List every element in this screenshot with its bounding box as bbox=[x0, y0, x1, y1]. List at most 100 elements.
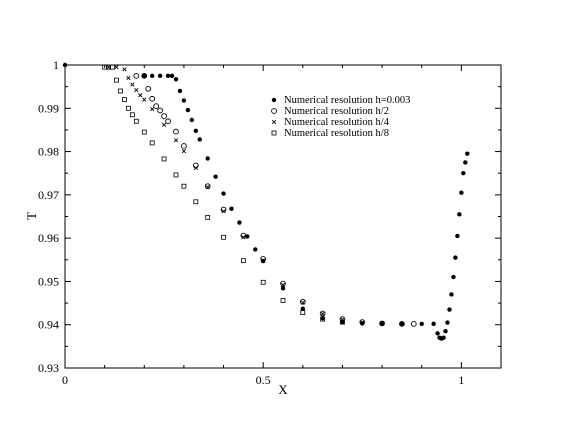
data-point bbox=[443, 329, 448, 334]
legend-marker bbox=[271, 119, 277, 125]
data-point bbox=[280, 298, 286, 303]
data-point bbox=[229, 206, 234, 211]
data-point bbox=[261, 258, 266, 263]
data-point bbox=[145, 85, 152, 92]
data-point bbox=[114, 65, 119, 70]
data-point bbox=[320, 316, 325, 321]
data-point bbox=[445, 320, 450, 325]
data-point bbox=[260, 256, 267, 262]
data-point bbox=[241, 235, 246, 240]
data-point bbox=[459, 190, 464, 195]
x-axis-ticks: 0 0.5 1 bbox=[62, 65, 502, 387]
data-point bbox=[260, 279, 266, 285]
data-point bbox=[205, 184, 210, 190]
series-layer bbox=[62, 62, 470, 341]
data-point bbox=[181, 143, 187, 149]
data-point bbox=[204, 183, 211, 190]
data-point bbox=[205, 156, 210, 161]
data-point bbox=[253, 247, 258, 252]
data-point bbox=[133, 72, 140, 79]
x-tick-label: 1 bbox=[458, 373, 464, 387]
data-point bbox=[157, 107, 163, 114]
data-point bbox=[149, 140, 155, 146]
data-point bbox=[150, 107, 155, 112]
data-point bbox=[129, 112, 135, 118]
x-tick-label: 0 bbox=[62, 373, 68, 387]
data-point bbox=[149, 95, 156, 102]
data-point bbox=[300, 310, 306, 315]
data-point bbox=[126, 75, 131, 81]
data-point bbox=[177, 88, 183, 94]
data-point bbox=[319, 310, 326, 317]
y-tick-label: 0.99 bbox=[38, 101, 59, 115]
data-point bbox=[410, 320, 417, 327]
data-point bbox=[161, 122, 167, 127]
data-point bbox=[189, 117, 195, 123]
data-point bbox=[463, 160, 468, 165]
data-point bbox=[455, 233, 460, 239]
data-point bbox=[299, 298, 306, 305]
data-point bbox=[419, 321, 424, 327]
data-point bbox=[221, 209, 226, 214]
data-point bbox=[134, 87, 139, 93]
data-point bbox=[399, 321, 405, 327]
data-point bbox=[453, 255, 458, 260]
data-point bbox=[240, 258, 246, 264]
series-2 bbox=[133, 72, 417, 327]
data-point bbox=[142, 97, 147, 102]
y-axis-ticks: 0.93 0.94 0.95 0.96 0.97 0.98 0.99 1 bbox=[38, 58, 501, 375]
data-point bbox=[221, 191, 226, 196]
legend-marker bbox=[271, 108, 277, 114]
data-point bbox=[122, 67, 127, 72]
data-point bbox=[169, 73, 175, 79]
data-point bbox=[379, 321, 385, 326]
data-point bbox=[126, 105, 131, 111]
data-point bbox=[340, 317, 345, 322]
data-point bbox=[431, 321, 436, 327]
data-point bbox=[173, 138, 179, 143]
x-tick-label: 0.5 bbox=[256, 373, 271, 387]
data-point bbox=[193, 199, 199, 205]
data-point bbox=[173, 172, 179, 178]
data-point bbox=[399, 320, 405, 327]
data-point bbox=[320, 311, 325, 317]
data-point bbox=[197, 137, 202, 142]
y-tick-label: 0.98 bbox=[38, 145, 59, 159]
data-point bbox=[205, 214, 211, 220]
legend-label: Numerical resolution h=0.003 bbox=[284, 95, 410, 106]
data-point bbox=[280, 280, 286, 287]
y-tick-label: 0.95 bbox=[38, 274, 59, 288]
data-point bbox=[138, 93, 143, 98]
data-point bbox=[339, 316, 346, 322]
data-point bbox=[142, 73, 147, 79]
data-point bbox=[106, 65, 111, 70]
data-point bbox=[245, 234, 250, 239]
data-point bbox=[300, 300, 305, 305]
data-point bbox=[161, 156, 167, 162]
data-point bbox=[193, 128, 198, 133]
data-point bbox=[359, 319, 366, 325]
legend-label: Numerical resolution h/2 bbox=[284, 106, 389, 117]
data-point bbox=[181, 149, 187, 154]
data-point bbox=[130, 82, 135, 87]
data-point bbox=[165, 73, 171, 79]
data-point bbox=[173, 77, 179, 82]
series-4 bbox=[102, 64, 345, 325]
x-axis-label: X bbox=[278, 382, 288, 397]
data-point bbox=[153, 103, 160, 109]
data-point bbox=[150, 73, 155, 79]
data-point bbox=[240, 232, 247, 239]
legend-label: Numerical resolution h/8 bbox=[284, 128, 389, 139]
data-point bbox=[280, 282, 286, 288]
data-point bbox=[185, 107, 191, 113]
data-point bbox=[181, 183, 187, 189]
data-point bbox=[447, 307, 452, 312]
data-point bbox=[110, 64, 115, 70]
series-1 bbox=[62, 62, 470, 341]
data-point bbox=[173, 128, 179, 135]
data-point bbox=[300, 306, 306, 311]
data-point bbox=[141, 72, 148, 79]
y-tick-label: 0.97 bbox=[38, 188, 59, 202]
data-point bbox=[360, 320, 365, 325]
